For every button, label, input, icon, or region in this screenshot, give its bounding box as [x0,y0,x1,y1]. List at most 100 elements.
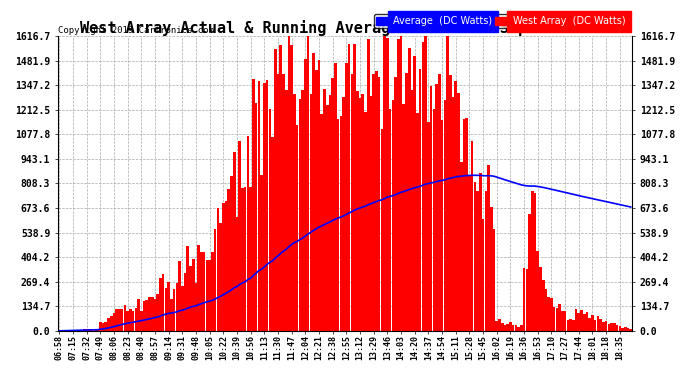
Bar [80,330,82,331]
Bar [206,260,208,331]
Bar [331,78,334,331]
Bar [91,329,93,331]
Bar [317,60,320,331]
Bar [104,322,107,331]
Bar [72,330,75,331]
Bar [126,311,129,331]
Bar [69,330,72,331]
Bar [370,96,373,331]
Bar [544,289,547,331]
Bar [400,36,402,331]
Bar [465,118,468,331]
Bar [482,219,484,331]
Bar [313,53,315,331]
Bar [424,36,427,331]
Bar [444,100,446,331]
Bar [463,119,465,331]
Bar [402,104,405,331]
Bar [566,320,569,331]
Bar [112,313,115,331]
Bar [268,109,271,331]
Bar [181,286,184,331]
Bar [200,252,203,331]
Title: West Array Actual & Running Average Power Mon Sep 30 18:38: West Array Actual & Running Average Powe… [80,20,610,36]
Bar [520,326,522,331]
Bar [337,119,339,331]
Bar [468,176,471,331]
Bar [356,91,359,331]
Bar [608,324,610,331]
Bar [427,122,430,331]
Bar [168,282,170,331]
Bar [386,39,388,331]
Bar [605,321,607,331]
Bar [302,90,304,331]
Bar [96,329,99,331]
Bar [137,299,140,331]
Bar [597,316,599,331]
Bar [531,191,533,331]
Bar [384,36,386,331]
Bar [159,278,161,331]
Bar [422,42,424,331]
Bar [255,104,257,331]
Bar [121,309,124,331]
Bar [471,141,473,331]
Bar [239,141,241,331]
Bar [479,173,482,331]
Bar [526,268,528,331]
Bar [101,323,104,331]
Bar [304,58,306,331]
Bar [290,45,293,331]
Bar [561,310,564,331]
Bar [178,261,181,331]
Bar [296,125,299,331]
Text: Copyright 2019 Cartronics.com: Copyright 2019 Cartronics.com [58,26,214,35]
Bar [203,252,206,331]
Bar [504,325,506,331]
Bar [589,318,591,331]
Bar [86,329,88,331]
Bar [345,63,348,331]
Bar [624,327,627,331]
Bar [170,299,172,331]
Bar [217,208,219,331]
Bar [529,214,531,331]
Bar [537,251,539,331]
Bar [523,268,525,331]
Bar [583,314,586,331]
Bar [249,187,252,331]
Bar [411,90,413,331]
Bar [610,323,613,331]
Bar [512,325,515,331]
Bar [413,56,416,331]
Bar [391,100,394,331]
Bar [271,137,274,331]
Bar [288,36,290,331]
Bar [197,245,200,331]
Bar [282,74,285,331]
Bar [416,113,419,331]
Bar [151,297,153,331]
Bar [578,314,580,331]
Bar [279,45,282,331]
Bar [94,329,96,331]
Bar [334,63,337,331]
Bar [353,44,356,331]
Bar [165,288,167,331]
Bar [132,310,135,331]
Bar [553,307,555,331]
Bar [389,109,391,331]
Bar [88,329,90,331]
Bar [495,321,498,331]
Bar [367,39,370,331]
Bar [192,259,195,331]
Bar [186,246,189,331]
Bar [618,326,621,331]
Bar [600,319,602,331]
Bar [506,324,509,331]
Bar [110,316,112,331]
Bar [244,187,246,331]
Bar [542,280,544,331]
Bar [230,177,233,331]
